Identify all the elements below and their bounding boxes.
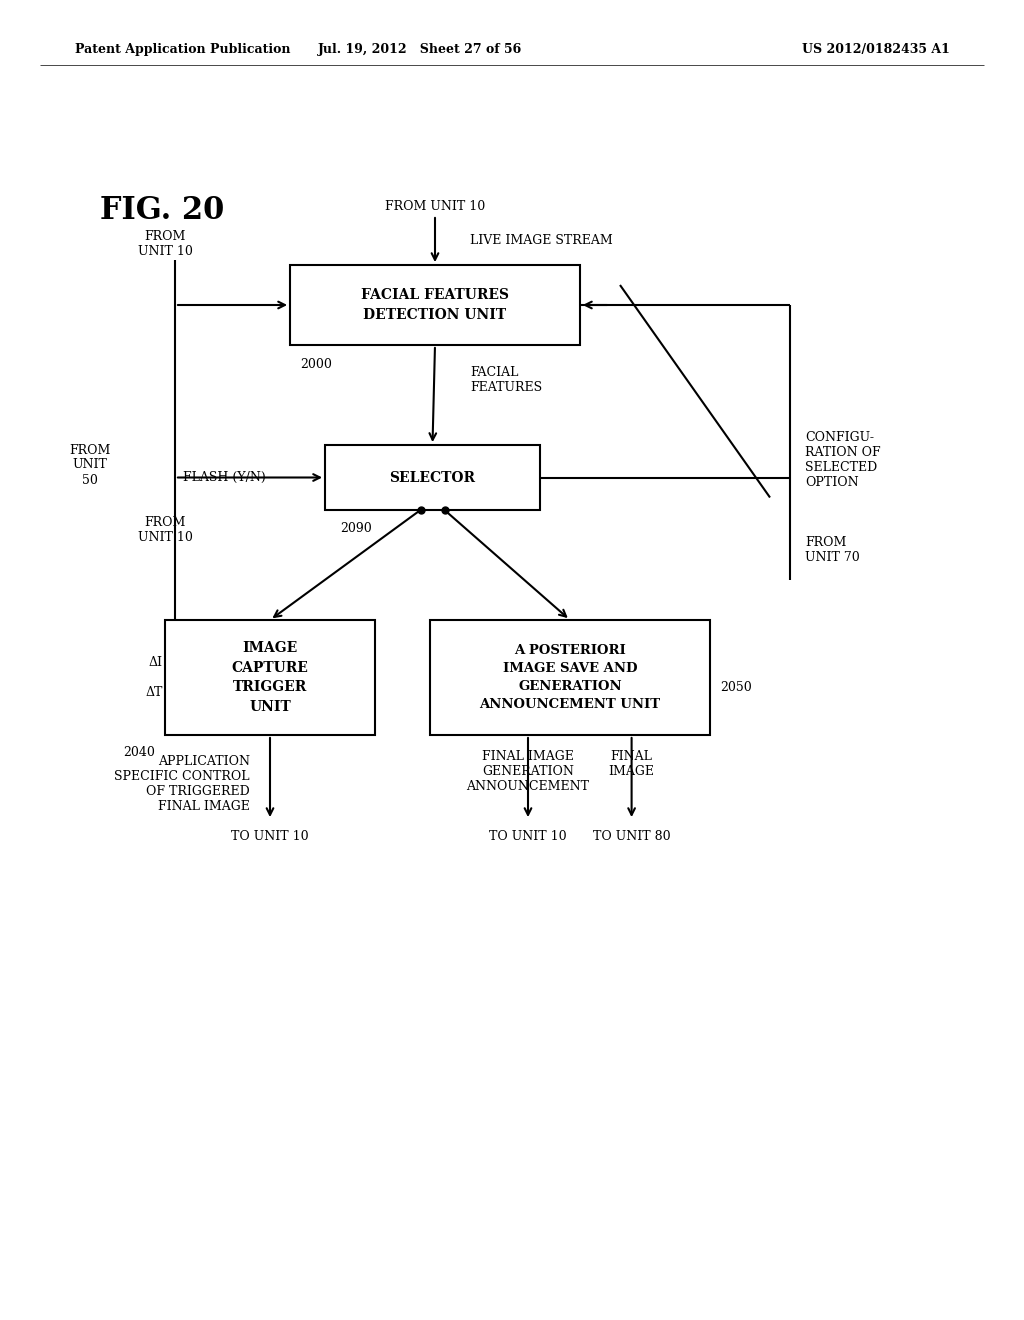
- Text: 2090: 2090: [340, 521, 372, 535]
- Text: TO UNIT 10: TO UNIT 10: [489, 830, 567, 843]
- Text: ΔT: ΔT: [145, 686, 163, 700]
- Text: 2050: 2050: [720, 681, 752, 694]
- FancyBboxPatch shape: [430, 620, 710, 735]
- Text: SELECTOR: SELECTOR: [389, 470, 475, 484]
- Text: FLASH (Y/N): FLASH (Y/N): [183, 471, 266, 484]
- Text: 2000: 2000: [300, 359, 332, 371]
- Text: FINAL IMAGE
GENERATION
ANNOUNCEMENT: FINAL IMAGE GENERATION ANNOUNCEMENT: [467, 750, 590, 793]
- Text: Jul. 19, 2012   Sheet 27 of 56: Jul. 19, 2012 Sheet 27 of 56: [317, 44, 522, 57]
- Text: FROM
UNIT 70: FROM UNIT 70: [805, 536, 860, 564]
- Text: APPLICATION
SPECIFIC CONTROL
OF TRIGGERED
FINAL IMAGE: APPLICATION SPECIFIC CONTROL OF TRIGGERE…: [115, 755, 250, 813]
- FancyBboxPatch shape: [290, 265, 580, 345]
- Text: TO UNIT 80: TO UNIT 80: [593, 830, 671, 843]
- Text: 2040: 2040: [123, 747, 155, 759]
- Text: FACIAL FEATURES
DETECTION UNIT: FACIAL FEATURES DETECTION UNIT: [361, 288, 509, 322]
- Text: US 2012/0182435 A1: US 2012/0182435 A1: [802, 44, 950, 57]
- FancyBboxPatch shape: [325, 445, 540, 510]
- Text: FROM
UNIT
50: FROM UNIT 50: [70, 444, 111, 487]
- Text: FACIAL
FEATURES: FACIAL FEATURES: [470, 366, 542, 393]
- Text: A POSTERIORI
IMAGE SAVE AND
GENERATION
ANNOUNCEMENT UNIT: A POSTERIORI IMAGE SAVE AND GENERATION A…: [479, 644, 660, 711]
- Text: FINAL
IMAGE: FINAL IMAGE: [608, 750, 654, 777]
- Text: IMAGE
CAPTURE
TRIGGER
UNIT: IMAGE CAPTURE TRIGGER UNIT: [231, 642, 308, 714]
- Text: FROM UNIT 10: FROM UNIT 10: [385, 201, 485, 213]
- Text: CONFIGU-
RATION OF
SELECTED
OPTION: CONFIGU- RATION OF SELECTED OPTION: [805, 432, 881, 488]
- Text: FIG. 20: FIG. 20: [100, 195, 224, 226]
- Text: FROM
UNIT 10: FROM UNIT 10: [137, 516, 193, 544]
- Text: Patent Application Publication: Patent Application Publication: [75, 44, 291, 57]
- Text: TO UNIT 10: TO UNIT 10: [231, 830, 309, 843]
- Text: ΔI: ΔI: [150, 656, 163, 669]
- Text: FROM
UNIT 10: FROM UNIT 10: [137, 230, 193, 257]
- Text: LIVE IMAGE STREAM: LIVE IMAGE STREAM: [470, 234, 612, 247]
- FancyBboxPatch shape: [165, 620, 375, 735]
